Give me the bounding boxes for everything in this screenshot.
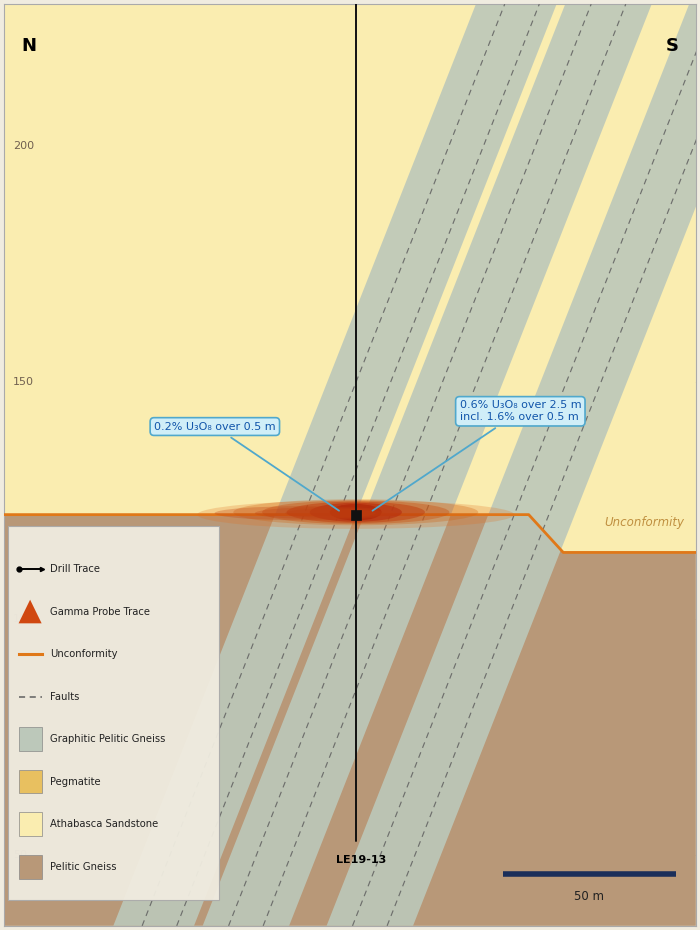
- Text: 0.2% U₃O₈ over 0.5 m: 0.2% U₃O₈ over 0.5 m: [154, 421, 339, 511]
- Bar: [19, 727, 41, 751]
- Ellipse shape: [255, 507, 384, 519]
- Bar: [19, 813, 41, 836]
- Ellipse shape: [309, 503, 402, 522]
- Bar: [19, 855, 41, 879]
- Text: 50 m: 50 m: [574, 890, 604, 903]
- Text: Graphitic Pelitic Gneiss: Graphitic Pelitic Gneiss: [50, 734, 166, 744]
- Polygon shape: [19, 600, 41, 623]
- Ellipse shape: [233, 499, 478, 525]
- Text: Faults: Faults: [50, 692, 80, 701]
- Text: Pegmatite: Pegmatite: [50, 777, 101, 787]
- Polygon shape: [202, 4, 652, 926]
- Polygon shape: [327, 4, 700, 926]
- Polygon shape: [4, 514, 696, 926]
- Polygon shape: [4, 4, 696, 552]
- Text: 50: 50: [13, 850, 27, 860]
- Text: S: S: [666, 37, 678, 55]
- Ellipse shape: [286, 501, 425, 523]
- Text: Unconformity: Unconformity: [50, 649, 118, 659]
- Text: 200: 200: [13, 141, 34, 151]
- Text: N: N: [22, 37, 36, 55]
- Text: 150: 150: [13, 378, 34, 387]
- Ellipse shape: [262, 500, 449, 525]
- Ellipse shape: [330, 504, 382, 521]
- Ellipse shape: [214, 506, 396, 520]
- Bar: [19, 770, 41, 793]
- Text: Unconformity: Unconformity: [604, 516, 685, 529]
- Polygon shape: [113, 4, 556, 926]
- Text: Pelitic Gneiss: Pelitic Gneiss: [50, 862, 117, 871]
- Text: Athabasca Sandstone: Athabasca Sandstone: [50, 819, 158, 830]
- FancyBboxPatch shape: [8, 526, 219, 900]
- Text: 0.6% U₃O₈ over 2.5 m
incl. 1.6% over 0.5 m: 0.6% U₃O₈ over 2.5 m incl. 1.6% over 0.5…: [372, 401, 581, 511]
- Text: LE19-13: LE19-13: [337, 855, 386, 865]
- Text: 100: 100: [13, 614, 34, 624]
- Text: Drill Trace: Drill Trace: [50, 564, 100, 574]
- Text: Gamma Probe Trace: Gamma Probe Trace: [50, 606, 150, 617]
- Ellipse shape: [197, 500, 514, 529]
- Ellipse shape: [285, 509, 376, 518]
